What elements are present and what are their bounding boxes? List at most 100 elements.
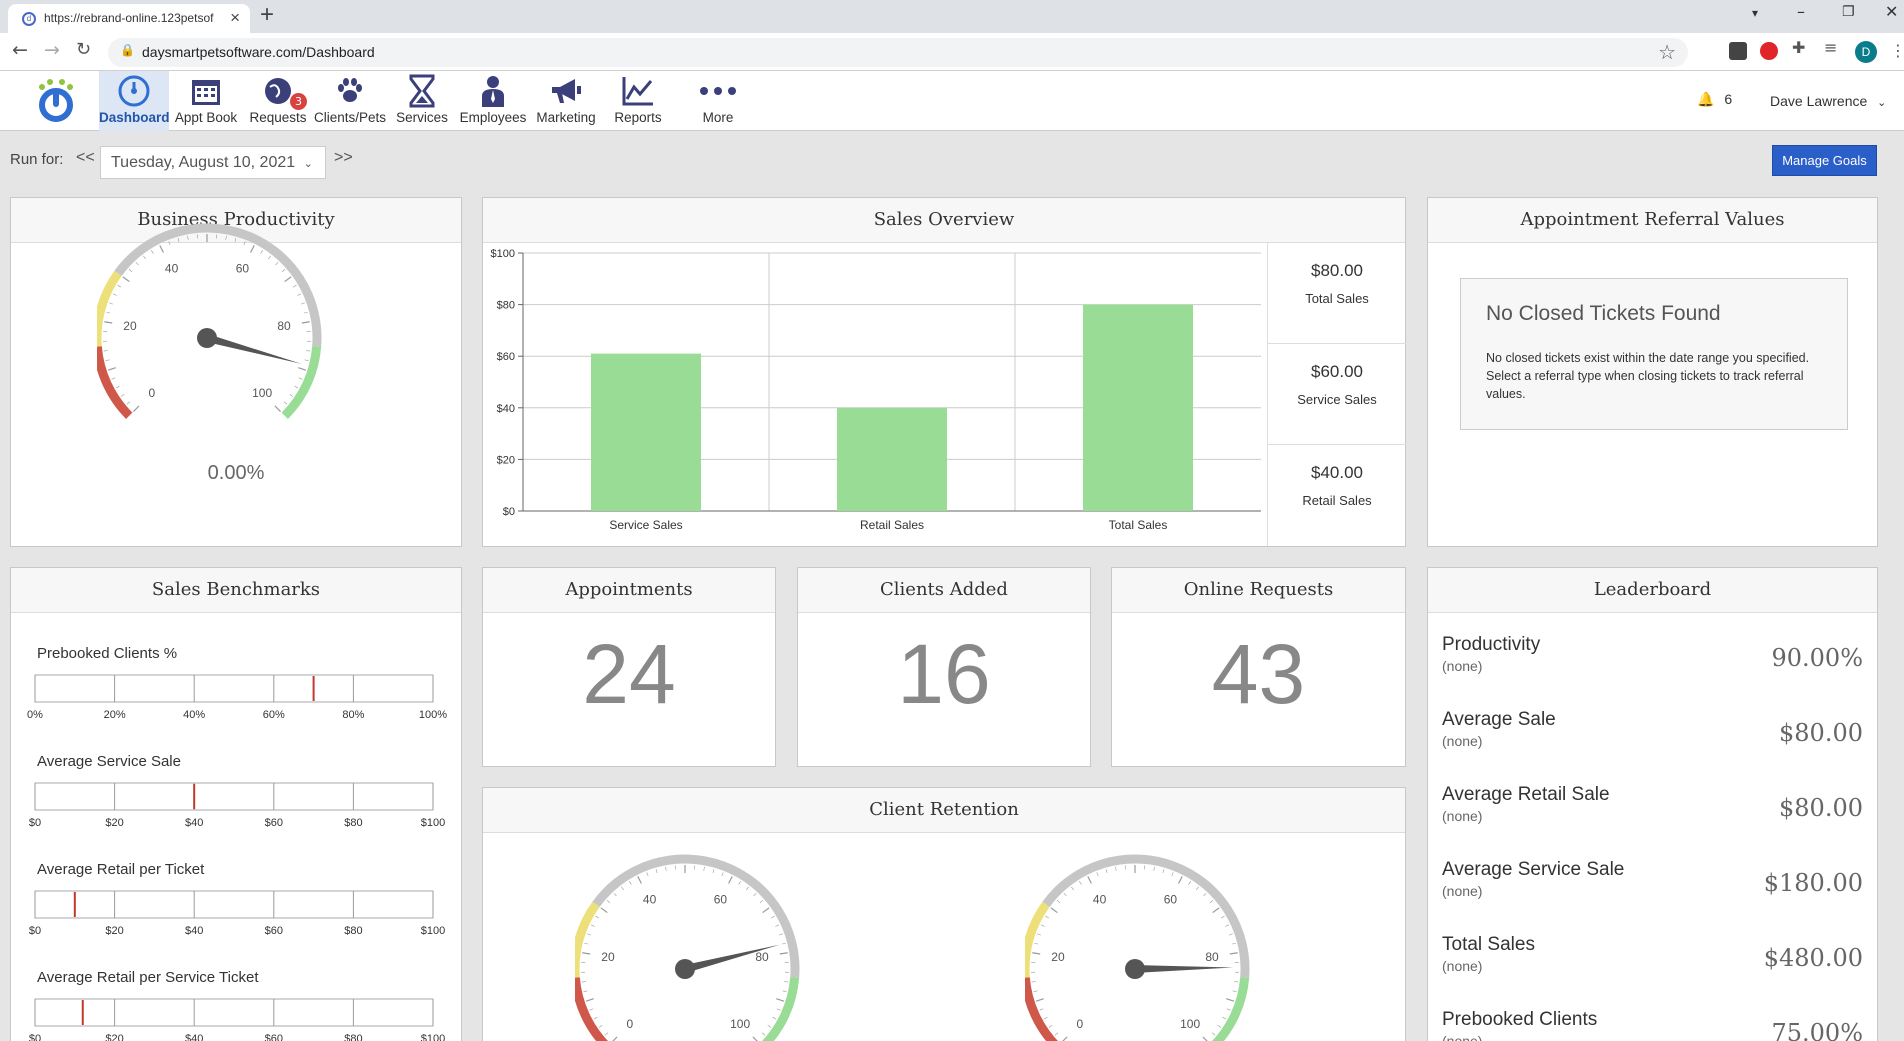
benchmark-tick-label: $0 — [29, 1033, 41, 1041]
gauge-tick — [1039, 1008, 1044, 1011]
gauge-hub — [197, 328, 217, 348]
nav-appt-book[interactable]: Appt Book — [172, 71, 240, 131]
service-sales-label: Service Sales — [1297, 392, 1377, 407]
new-tab-icon[interactable]: + — [260, 1, 275, 28]
client-retention-title: Client Retention — [483, 788, 1405, 833]
app-navigation: Dashboard Appt Book Requests 3 Clients/P… — [0, 71, 1904, 131]
leaderboard-row: Average Retail Sale (none) $80.00 — [1428, 784, 1877, 859]
gauge-tick — [646, 872, 649, 877]
gauge-tick — [1234, 981, 1239, 983]
daysmart-logo[interactable] — [36, 79, 76, 123]
gauge-tick — [289, 393, 294, 397]
person-icon — [482, 76, 504, 107]
reload-icon[interactable]: ↻ — [76, 39, 92, 60]
url-text: daysmartpetsoftware.com/Dashboard — [142, 44, 375, 60]
profile-avatar[interactable]: D — [1855, 41, 1877, 63]
gauge-tick — [1048, 1024, 1053, 1028]
nav-dashboard[interactable]: Dashboard — [99, 71, 170, 131]
gauge-band — [762, 977, 800, 1041]
retail-sales-summary: $40.00 Retail Sales — [1268, 445, 1406, 546]
nav-employees[interactable]: Employees — [458, 71, 528, 131]
date-picker[interactable]: Tuesday, August 10, 2021 ⌄ — [100, 146, 326, 179]
gauge-tick — [1178, 876, 1183, 884]
nav-more[interactable]: More — [688, 71, 748, 131]
nav-marketing[interactable]: Marketing — [532, 71, 600, 131]
extension-icon[interactable] — [1729, 42, 1747, 60]
gauge-tick — [746, 886, 749, 891]
gauge-tick — [1217, 1024, 1222, 1028]
y-tick-label: $20 — [497, 454, 515, 466]
appointments-title: Appointments — [483, 568, 775, 613]
close-tab-icon[interactable]: × — [230, 8, 240, 27]
gauge-tick — [303, 311, 308, 314]
sales-benchmarks-panel: Sales Benchmarks Prebooked Clients % Ave… — [10, 567, 462, 1041]
notifications[interactable]: 🔔 6 — [1697, 91, 1732, 108]
restore-icon[interactable]: ❐ — [1842, 4, 1855, 20]
puzzle-extensions-icon[interactable]: ✚ — [1792, 38, 1806, 57]
leaderboard-employee: (none) — [1442, 808, 1483, 824]
productivity-value: 0.00% — [207, 462, 265, 484]
retail-sales-label: Retail Sales — [1302, 493, 1372, 508]
gauge-tick — [1115, 866, 1117, 871]
gauge-tick — [600, 907, 608, 914]
no-tickets-title: No Closed Tickets Found — [1486, 302, 1721, 325]
site-favicon-icon: d — [22, 12, 36, 26]
gauge-tick — [297, 293, 302, 296]
gauge-tick — [590, 924, 595, 927]
gauge-band — [1042, 854, 1250, 978]
prev-date-button[interactable]: << — [76, 149, 95, 166]
gauge-hub — [1125, 959, 1145, 979]
browser-tab[interactable]: d https://rebrand-online.123petsof × — [8, 4, 250, 33]
back-icon[interactable]: ← — [12, 39, 28, 61]
gauge-tick-label: 40 — [643, 893, 657, 907]
gauge-tick — [753, 892, 757, 897]
reading-list-icon[interactable]: ≡ — [1824, 38, 1838, 57]
gauge-tick — [177, 238, 180, 243]
x-tick-label: Total Sales — [1109, 518, 1168, 532]
nav-services-label: Services — [396, 110, 448, 125]
gauge-tick-label: 60 — [714, 893, 728, 907]
y-tick-label: $40 — [497, 403, 515, 415]
nav-services[interactable]: Services — [392, 71, 452, 131]
y-tick-label: $60 — [497, 351, 515, 363]
forward-icon[interactable]: → — [44, 39, 60, 61]
speedometer-icon — [118, 75, 150, 107]
leaderboard-metric: Average Retail Sale — [1442, 784, 1610, 805]
tab-search-icon[interactable]: ▾ — [1752, 6, 1759, 20]
gauge-tick — [168, 241, 171, 246]
nav-clients-pets[interactable]: Clients/Pets — [314, 71, 386, 131]
gauge-tick — [776, 998, 785, 1002]
bookmark-star-icon[interactable]: ☆ — [1658, 42, 1676, 64]
next-date-button[interactable]: >> — [334, 149, 353, 166]
gauge-tick — [122, 276, 130, 283]
close-window-icon[interactable]: ✕ — [1885, 2, 1899, 21]
minimize-icon[interactable]: – — [1797, 2, 1805, 21]
gauge-tick — [1043, 1016, 1048, 1020]
gauge-tick — [112, 293, 117, 296]
gauge-tick — [1040, 924, 1045, 927]
clients-added-title: Clients Added — [798, 568, 1090, 613]
nav-reports[interactable]: Reports — [606, 71, 670, 131]
gauge-tick — [762, 907, 770, 914]
benchmark-tick-label: 100% — [419, 709, 447, 721]
nav-appt-book-label: Appt Book — [174, 110, 238, 125]
gauge-tick — [103, 350, 108, 352]
gauge-tick — [1220, 915, 1225, 919]
gauge-tick — [1228, 933, 1233, 936]
manage-goals-button[interactable]: Manage Goals — [1772, 145, 1877, 176]
nav-requests[interactable]: Requests — [245, 71, 311, 131]
browser-menu-icon[interactable]: ⋮ — [1890, 41, 1904, 60]
gauge-tick — [629, 881, 632, 885]
leaderboard-panel: Leaderboard Productivity (none) 90.00% A… — [1427, 567, 1878, 1041]
opera-extension-icon[interactable] — [1760, 42, 1778, 60]
gauge-tick — [593, 1016, 598, 1020]
address-bar[interactable]: 🔒 daysmartpetsoftware.com/Dashboard ☆ — [108, 38, 1688, 67]
leaderboard-metric: Prebooked Clients — [1442, 1009, 1598, 1030]
benchmark-tick-label: $80 — [344, 817, 362, 829]
gauge-tick-label: 0 — [627, 1017, 634, 1031]
gauge-tick — [301, 321, 310, 324]
gauge-tick — [306, 350, 311, 352]
referral-values-panel: Appointment Referral Values No Closed Ti… — [1427, 197, 1878, 547]
user-menu[interactable]: Dave Lawrence ⌄ — [1770, 93, 1886, 109]
gauge-tick — [721, 872, 724, 877]
